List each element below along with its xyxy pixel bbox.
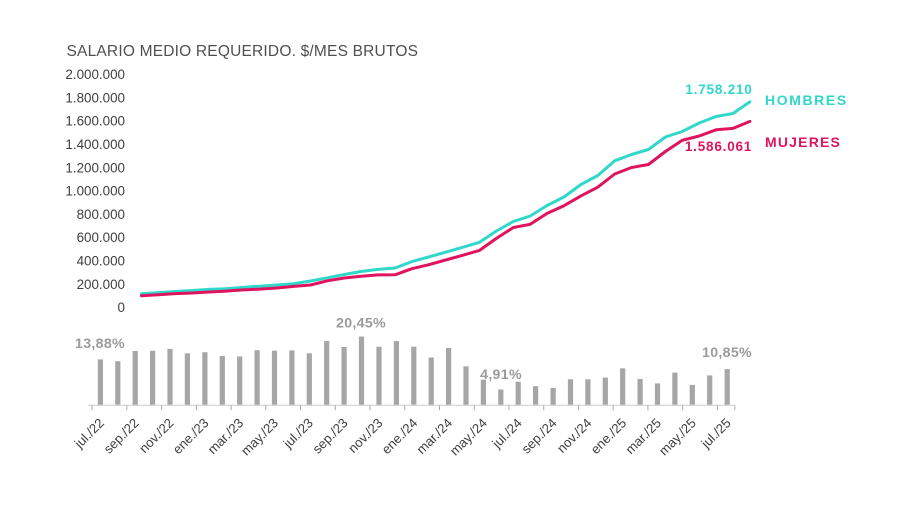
svg-text:0: 0	[118, 300, 125, 315]
svg-text:1.000.000: 1.000.000	[65, 184, 125, 199]
svg-text:13,88%: 13,88%	[75, 336, 125, 352]
svg-text:600.000: 600.000	[77, 230, 125, 245]
svg-text:200.000: 200.000	[77, 277, 125, 292]
svg-text:HOMBRES: HOMBRES	[765, 92, 848, 108]
svg-text:1.400.000: 1.400.000	[65, 137, 125, 152]
svg-text:4,91%: 4,91%	[480, 367, 522, 383]
svg-text:1.200.000: 1.200.000	[65, 160, 125, 175]
svg-text:1.586.061: 1.586.061	[685, 139, 752, 154]
svg-text:1.800.000: 1.800.000	[65, 90, 125, 105]
svg-text:800.000: 800.000	[77, 207, 125, 222]
svg-text:MUJERES: MUJERES	[765, 134, 841, 150]
svg-text:10,85%: 10,85%	[702, 345, 752, 361]
svg-text:2.000.000: 2.000.000	[65, 67, 125, 82]
svg-text:1.758.210: 1.758.210	[685, 82, 752, 97]
svg-text:400.000: 400.000	[77, 254, 125, 269]
svg-text:1.600.000: 1.600.000	[65, 114, 125, 129]
svg-text:20,45%: 20,45%	[336, 316, 386, 332]
svg-text:SALARIO MEDIO REQUERIDO. $/MES: SALARIO MEDIO REQUERIDO. $/MES BRUTOS	[67, 43, 419, 60]
